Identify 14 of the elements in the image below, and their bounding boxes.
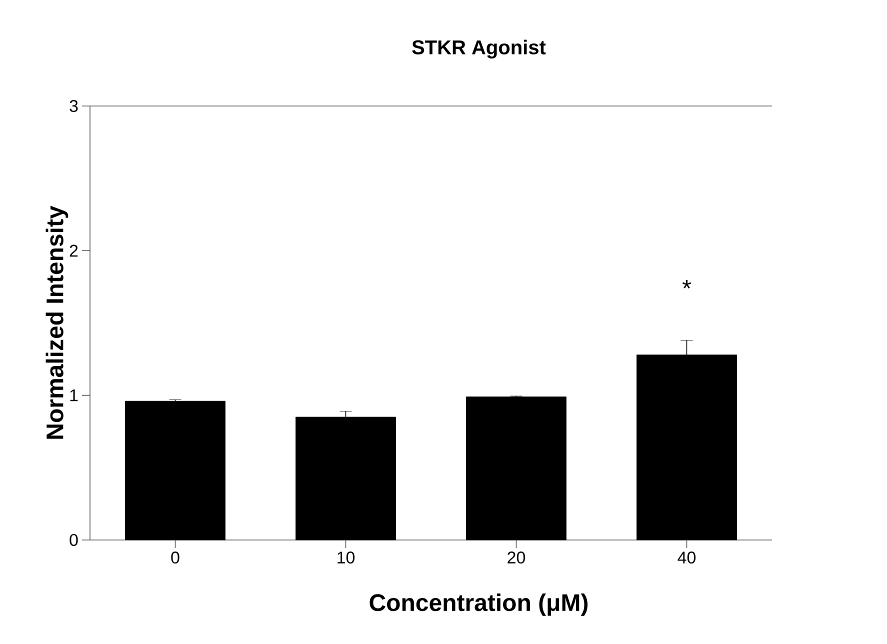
x-tick-label: 20 [508, 552, 526, 564]
x-tick-label: 10 [338, 552, 355, 564]
y-tick-label: 0 [70, 534, 78, 546]
bar [125, 400, 226, 540]
y-tick-label: 2 [70, 244, 78, 257]
y-tick-label: 3 [70, 100, 78, 112]
x-axis-title: Concentration (μM) [370, 594, 588, 616]
y-axis-title: Normalized Intensity [46, 206, 68, 439]
bar [466, 396, 566, 540]
y-tick-label: 1 [70, 389, 78, 402]
x-tick-label: 0 [171, 552, 180, 564]
chart-title: STKR Agonist [412, 40, 546, 58]
annotation: * [682, 280, 692, 288]
x-tick-label: 40 [678, 552, 696, 564]
